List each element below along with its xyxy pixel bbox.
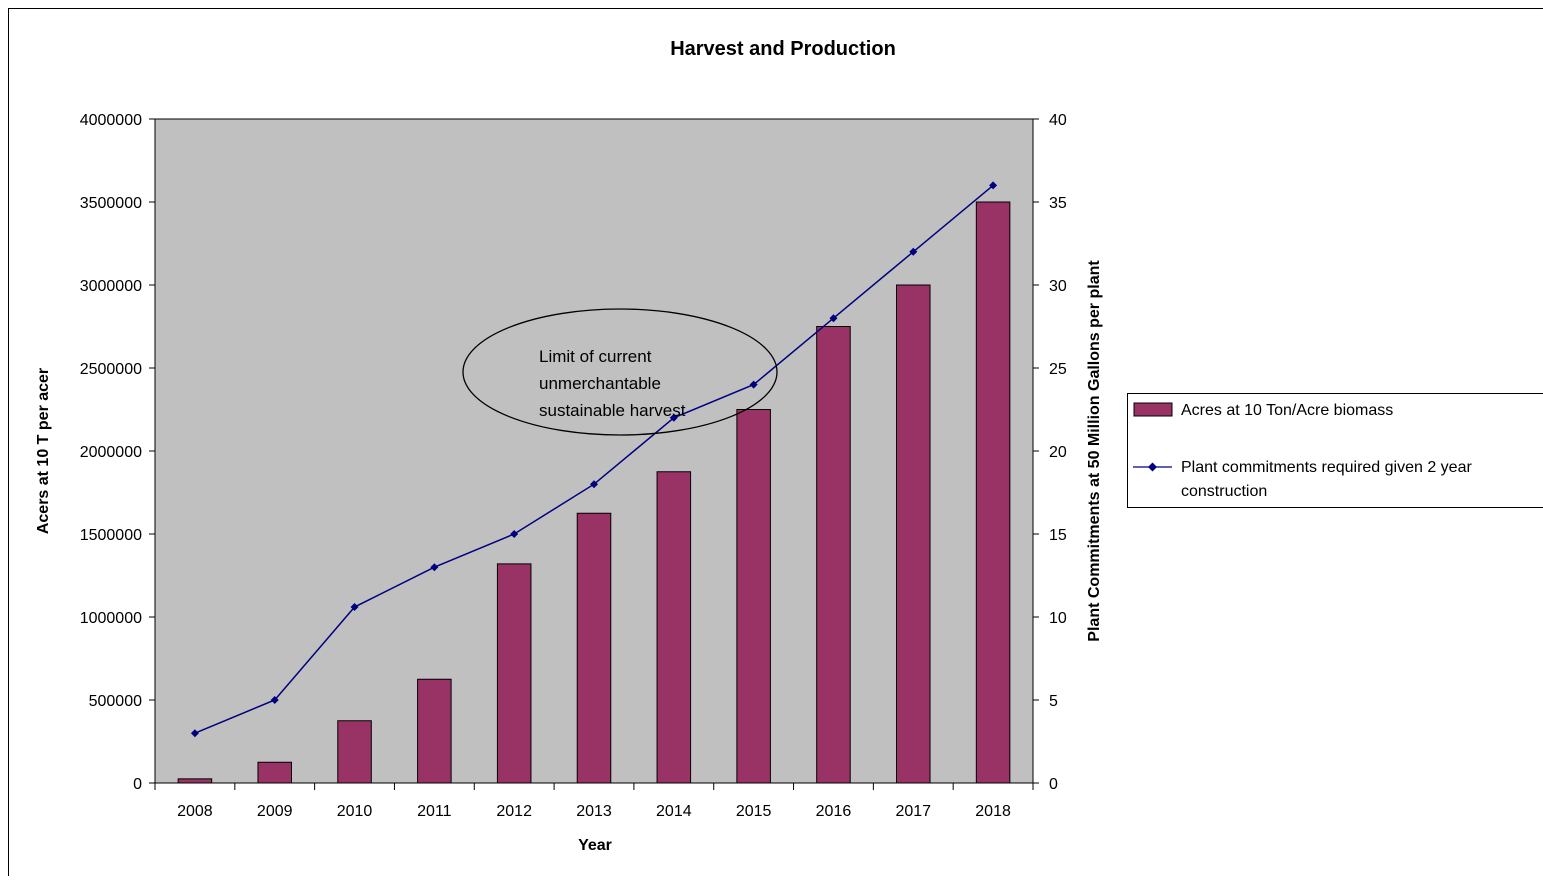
y-left-tick-label-500000: 500000 <box>89 693 142 710</box>
bar-2008 <box>178 779 212 783</box>
chart-title: Harvest and Production <box>670 38 896 60</box>
bar-2013 <box>577 513 611 783</box>
y-right-tick-label-20: 20 <box>1049 444 1067 461</box>
bar-2018 <box>976 202 1010 783</box>
y-right-tick-label-25: 25 <box>1049 361 1067 378</box>
y-left-tick-label-2500000: 2500000 <box>80 361 142 378</box>
x-tick-label-2009: 2009 <box>257 803 293 820</box>
legend-bar-swatch <box>1134 403 1172 416</box>
bar-2009 <box>258 762 292 783</box>
bar-2014 <box>657 472 691 783</box>
x-tick-label-2012: 2012 <box>496 803 532 820</box>
bar-2010 <box>338 721 372 783</box>
y-left-tick-label-1500000: 1500000 <box>80 527 142 544</box>
y-right-tick-label-5: 5 <box>1049 693 1058 710</box>
legend-line-label: Plant commitments required given 2 year <box>1181 459 1472 476</box>
legend: Acres at 10 Ton/Acre biomass Plant commi… <box>1128 394 1543 508</box>
y-left-tick-label-2000000: 2000000 <box>80 444 142 461</box>
annotation-line-1: Limit of current <box>539 347 652 366</box>
x-axis-title: Year <box>578 837 612 854</box>
x-tick-label-2016: 2016 <box>816 803 852 820</box>
y-axis-left-title: Acers at 10 T per acer <box>35 368 52 534</box>
y-right-tick-label-15: 15 <box>1049 527 1067 544</box>
y-right-tick-label-40: 40 <box>1049 112 1067 129</box>
y-left-tick-label-3500000: 3500000 <box>80 195 142 212</box>
legend-line-label-cont: construction <box>1181 483 1267 500</box>
x-tick-label-2017: 2017 <box>895 803 931 820</box>
annotation-line-2: unmerchantable <box>539 374 661 393</box>
y-right-tick-label-35: 35 <box>1049 195 1067 212</box>
y-left-tick-label-1000000: 1000000 <box>80 610 142 627</box>
x-tick-label-2014: 2014 <box>656 803 692 820</box>
legend-bar-label: Acres at 10 Ton/Acre biomass <box>1181 402 1393 419</box>
y-right-tick-label-0: 0 <box>1049 776 1058 793</box>
x-tick-label-2013: 2013 <box>576 803 612 820</box>
x-tick-label-2008: 2008 <box>177 803 213 820</box>
y-axis-right-title: Plant Commitments at 50 Million Gallons … <box>1086 260 1103 642</box>
bar-2015 <box>737 410 771 784</box>
bar-2012 <box>497 564 531 783</box>
y-left-tick-label-4000000: 4000000 <box>80 112 142 129</box>
y-left-tick-label-3000000: 3000000 <box>80 278 142 295</box>
x-tick-label-2018: 2018 <box>975 803 1011 820</box>
x-tick-label-2015: 2015 <box>736 803 772 820</box>
y-left-tick-label-0: 0 <box>133 776 142 793</box>
annotation-line-3: sustainable harvest <box>539 401 686 420</box>
bar-2016 <box>817 327 851 784</box>
y-right-tick-label-30: 30 <box>1049 278 1067 295</box>
x-tick-label-2010: 2010 <box>337 803 373 820</box>
bar-2011 <box>418 679 452 783</box>
x-tick-label-2011: 2011 <box>417 803 452 820</box>
bar-2017 <box>897 285 931 783</box>
y-right-tick-label-10: 10 <box>1049 610 1067 627</box>
